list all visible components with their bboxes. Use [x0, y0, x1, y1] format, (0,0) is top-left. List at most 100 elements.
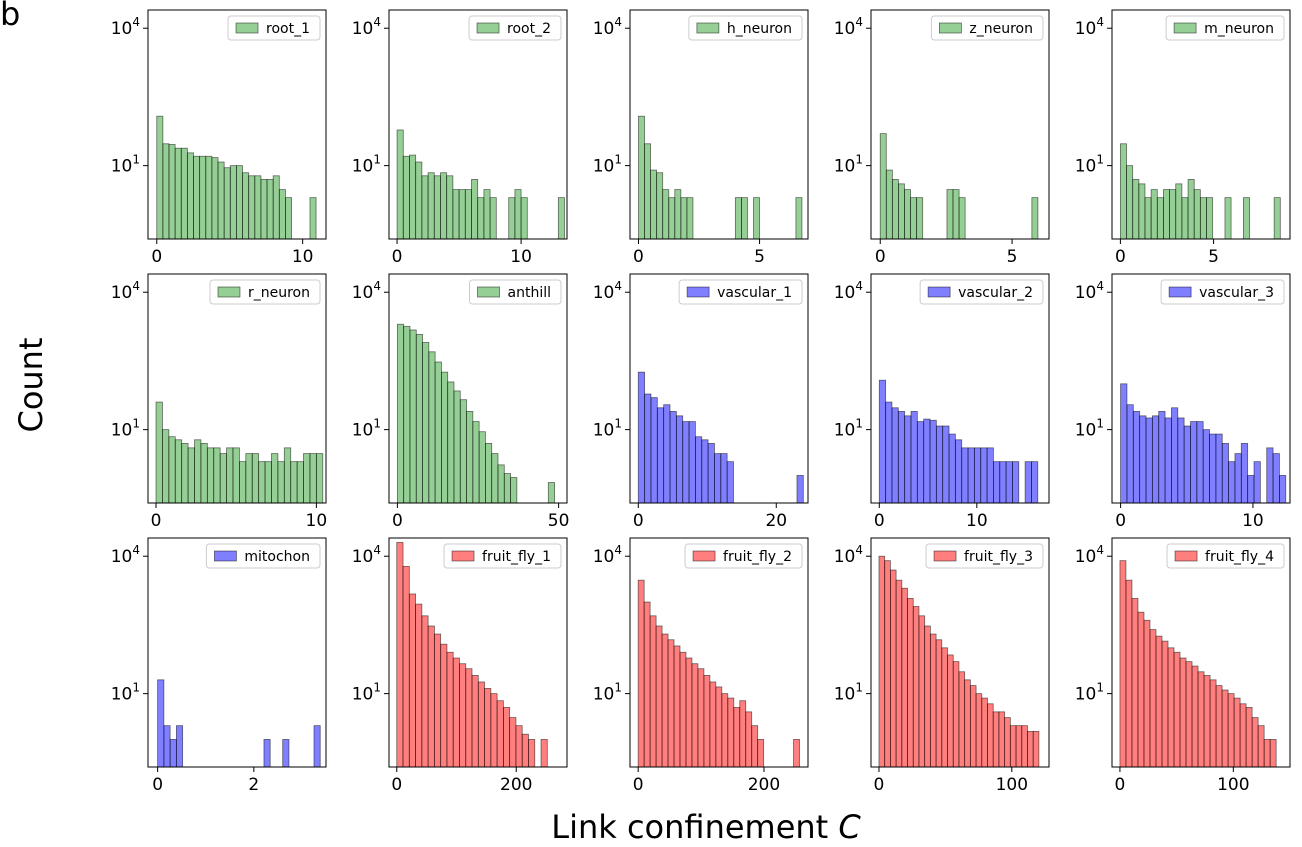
y-tick-label: 104 — [352, 279, 381, 303]
plot-frame — [870, 273, 1050, 504]
histogram-grid: 0 10 101 104 root_1 0 10 101 104 root_2 0 5 101 104 h_… — [111, 9, 1291, 795]
bar — [264, 461, 272, 504]
bar — [958, 671, 966, 768]
legend: fruit_fly_2 — [684, 543, 803, 569]
bar — [1149, 629, 1157, 768]
legend-label: h_neuron — [727, 21, 792, 37]
bar — [707, 443, 715, 504]
bar — [440, 172, 448, 240]
plot-frame — [388, 273, 568, 504]
bar — [727, 697, 735, 768]
bar — [199, 155, 207, 240]
y-tick-label: 101 — [593, 153, 622, 177]
x-tick-label: 50 — [548, 511, 570, 531]
bar — [181, 443, 189, 504]
bar — [1151, 415, 1160, 504]
bar — [663, 404, 671, 504]
bar — [674, 189, 682, 240]
x-tick-label: 0 — [874, 775, 885, 795]
bar — [1004, 717, 1011, 768]
bar — [174, 147, 182, 240]
bar — [969, 685, 977, 768]
bar — [980, 447, 988, 504]
x-tick-label: 0 — [1115, 511, 1126, 531]
bar — [422, 342, 430, 504]
bar — [1253, 461, 1261, 504]
bar — [975, 693, 983, 768]
bar — [1126, 404, 1134, 504]
histogram-anthill: 0 50 101 104 anthill — [352, 273, 570, 531]
bar — [290, 461, 298, 504]
bar — [999, 461, 1007, 504]
bar — [673, 645, 681, 768]
bar — [682, 421, 690, 504]
legend: z_neuron — [930, 15, 1044, 41]
bar — [1167, 647, 1175, 768]
legend-label: fruit_fly_2 — [723, 549, 792, 565]
y-axis-title: Count — [12, 337, 50, 432]
bar — [1209, 679, 1217, 768]
bar — [508, 197, 516, 240]
bar — [1215, 433, 1223, 504]
x-axis-title: Link confinement C — [551, 808, 861, 846]
bar — [1185, 661, 1193, 768]
bar — [1243, 197, 1250, 240]
bar — [434, 361, 442, 504]
bar — [897, 410, 906, 504]
bar — [1137, 611, 1145, 768]
histogram-root_1: 0 10 101 104 root_1 — [111, 9, 327, 267]
bar — [396, 129, 404, 240]
bar — [452, 657, 460, 768]
bar — [496, 700, 504, 768]
bar — [889, 569, 897, 768]
legend-box — [468, 15, 562, 41]
legend: fruit_fly_1 — [443, 543, 562, 569]
bar — [891, 179, 899, 240]
bar — [885, 401, 893, 504]
bar — [483, 189, 491, 240]
x-tick-label: 0 — [391, 775, 402, 795]
legend-box — [1166, 543, 1285, 569]
bar — [415, 603, 423, 768]
bar — [929, 633, 937, 768]
bar — [656, 172, 664, 240]
bar — [193, 155, 201, 240]
bar — [408, 593, 416, 768]
bar — [878, 379, 887, 504]
bar — [1119, 143, 1127, 240]
bar — [309, 453, 317, 504]
plot-frame — [1111, 273, 1291, 504]
bar — [1245, 707, 1253, 768]
bar — [540, 739, 548, 768]
bar — [650, 397, 658, 504]
x-tick-label: 0 — [874, 511, 885, 531]
x-tick-label: 0 — [392, 511, 403, 531]
bar — [669, 410, 677, 504]
bar — [313, 725, 321, 768]
histogram-fruit_fly_2: 0 200 101 104 fruit_fly_2 — [593, 537, 809, 795]
x-tick-label: 5 — [1007, 247, 1018, 267]
bar — [733, 707, 741, 768]
bar — [910, 197, 918, 240]
x-tick-label: 0 — [151, 247, 162, 267]
bar — [1132, 410, 1141, 504]
bar — [510, 477, 518, 504]
bar — [942, 425, 950, 504]
bar — [1247, 475, 1255, 504]
y-tick-label: 101 — [111, 153, 140, 177]
x-tick-label: 100 — [996, 775, 1028, 795]
plot-frame — [1111, 537, 1291, 768]
bar — [993, 461, 1001, 504]
bar — [282, 739, 290, 768]
y-tick-label: 101 — [111, 417, 140, 441]
bar — [680, 197, 688, 240]
bar — [283, 447, 292, 504]
bar — [1266, 447, 1274, 504]
bar — [753, 197, 760, 240]
bar — [503, 473, 511, 504]
bar — [433, 633, 442, 768]
bar — [715, 686, 723, 768]
y-tick-label: 101 — [593, 417, 622, 441]
bar — [521, 733, 529, 768]
bar — [245, 453, 253, 504]
